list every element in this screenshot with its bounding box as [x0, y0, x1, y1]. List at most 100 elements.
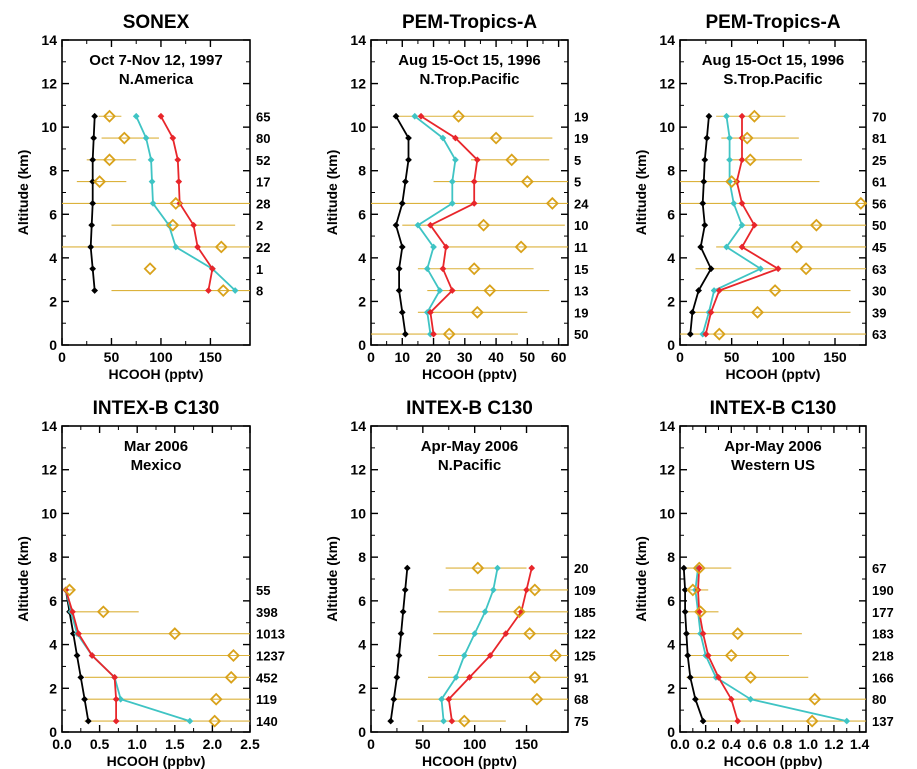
y-tick-label: 12	[350, 76, 366, 92]
x-tick-label: 0.6	[747, 736, 767, 752]
x-tick-label: 1.5	[165, 736, 185, 752]
series-point-red	[88, 652, 96, 659]
sample-count: 63	[872, 327, 886, 342]
y-tick-label: 0	[667, 337, 675, 353]
y-tick-label: 12	[659, 462, 675, 478]
series-point-gold	[545, 196, 559, 210]
series-point-black	[89, 200, 97, 207]
x-tick-label: 2.5	[240, 736, 260, 752]
series-point-cyan	[452, 156, 459, 164]
sample-count: 17	[256, 175, 270, 190]
series-point-gold	[224, 670, 238, 684]
sample-count: 190	[872, 583, 894, 598]
series-point-gold	[483, 284, 497, 298]
x-tick-label: 100	[149, 349, 173, 365]
x-tick-label: 0.0	[52, 736, 72, 752]
series-point-gold	[523, 627, 537, 641]
series-point-gold	[808, 692, 822, 706]
series-point-gold	[471, 561, 485, 575]
series-point-cyan	[172, 243, 180, 251]
series-point-red	[190, 221, 197, 229]
sample-count: 70	[872, 109, 886, 124]
series-point-gold	[740, 131, 754, 145]
x-tick-label: 150	[823, 349, 847, 365]
sample-count: 2	[256, 218, 263, 233]
sample-count: 125	[574, 649, 596, 664]
y-tick-label: 4	[49, 637, 57, 653]
series-point-red	[695, 564, 703, 572]
x-tick-label: 2.0	[203, 736, 223, 752]
series-point-black	[402, 178, 409, 185]
series-point-red	[699, 630, 707, 638]
series-point-black	[81, 695, 88, 703]
series-point-gold	[809, 218, 823, 232]
x-tick-label: 150	[199, 349, 223, 365]
series-point-gold	[467, 262, 481, 276]
y-tick-label: 14	[41, 32, 57, 48]
series-point-red	[774, 265, 782, 273]
y-tick-label: 8	[358, 549, 366, 565]
series-point-red	[702, 330, 710, 338]
series-point-red	[486, 652, 494, 659]
panel-subtitle: Aug 15-Oct 15, 1996	[398, 52, 541, 69]
series-point-gold	[514, 240, 528, 254]
sample-count: 28	[256, 196, 270, 211]
x-axis-label: HCOOH (pptv)	[109, 366, 204, 382]
x-tick-label: 0.5	[90, 736, 110, 752]
series-point-cyan	[481, 608, 489, 616]
sample-count: 68	[574, 692, 588, 707]
panel-subtitle: N.America	[119, 71, 194, 88]
x-tick-label: 50	[520, 349, 536, 365]
y-tick-label: 0	[49, 337, 57, 353]
y-tick-label: 10	[659, 119, 675, 135]
series-point-cyan	[147, 156, 155, 164]
series-point-gold	[747, 109, 761, 123]
x-tick-label: 30	[457, 349, 473, 365]
x-tick-label: 0	[367, 349, 375, 365]
y-tick-label: 12	[41, 462, 57, 478]
series-point-black	[73, 652, 81, 659]
series-point-red	[523, 586, 530, 594]
y-tick-label: 0	[358, 724, 366, 740]
panel-subtitle: N.Trop.Pacific	[419, 71, 519, 88]
series-point-red	[715, 673, 722, 681]
series-point-black	[689, 308, 696, 316]
y-tick-label: 10	[350, 119, 366, 135]
series-point-gold	[724, 649, 738, 662]
series-point-gold	[216, 284, 230, 298]
series-point-black	[683, 630, 690, 638]
series-point-gold	[143, 262, 157, 276]
series-point-cyan	[460, 652, 468, 659]
series-point-gold	[549, 649, 563, 662]
series-point-red	[727, 695, 735, 703]
sample-count: 50	[574, 327, 588, 342]
x-axis-label: HCOOH (pptv)	[422, 753, 517, 769]
y-tick-label: 0	[358, 337, 366, 353]
series-point-red	[417, 112, 425, 120]
sample-count: 11	[574, 240, 588, 255]
series-point-cyan	[710, 287, 718, 294]
series-point-black	[681, 586, 689, 594]
x-tick-label: 0.0	[670, 736, 690, 752]
y-tick-label: 10	[659, 505, 675, 521]
sample-count: 67	[872, 561, 886, 576]
sample-count: 19	[574, 305, 588, 320]
series-point-black	[392, 221, 400, 229]
x-tick-label: 10	[394, 349, 410, 365]
x-tick-label: 0.8	[773, 736, 793, 752]
series-point-gold	[93, 175, 107, 189]
y-tick-label: 6	[49, 593, 57, 609]
series-point-gold	[96, 605, 110, 619]
x-axis-label: HCOOH (pptv)	[726, 366, 821, 382]
series-point-gold	[751, 305, 764, 319]
series-point-cyan	[411, 112, 419, 120]
series-point-cyan	[723, 243, 730, 251]
x-tick-label: 100	[772, 349, 796, 365]
series-line-black	[682, 568, 704, 722]
series-point-gold	[489, 131, 503, 145]
sample-count: 75	[574, 714, 588, 729]
x-tick-label: 60	[551, 349, 567, 365]
sample-count: 218	[872, 649, 894, 664]
series-point-black	[701, 221, 709, 229]
x-tick-label: 40	[488, 349, 504, 365]
